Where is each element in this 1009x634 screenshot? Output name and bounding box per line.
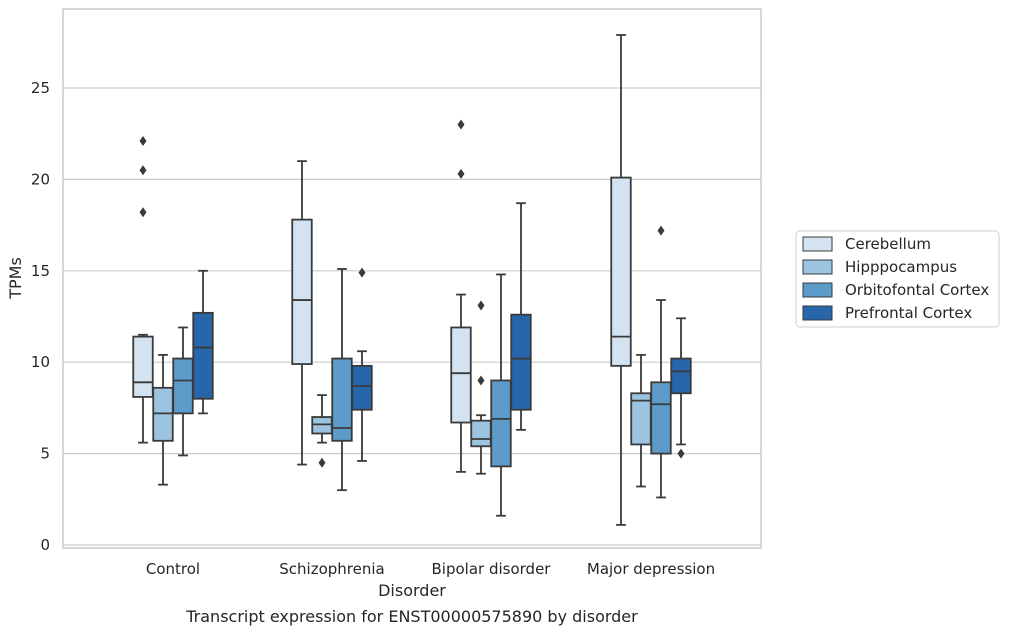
- legend-label: Prefrontal Cortex: [845, 304, 972, 322]
- box-prefrontal-cortex: [510, 202, 532, 431]
- x-tick-labels: Control Schizophrenia Bipolar disorder Majo…: [146, 560, 715, 578]
- box-iqr: [650, 381, 672, 455]
- outlier-point: [477, 300, 485, 311]
- box-iqr: [311, 416, 333, 435]
- outlier-point: [657, 225, 665, 236]
- box-iqr: [172, 357, 194, 415]
- legend-swatch: [802, 305, 833, 321]
- box-series: [132, 34, 692, 526]
- outlier-point: [139, 165, 147, 176]
- y-tick-label: 15: [31, 262, 50, 280]
- legend-label: Hipppocampus: [845, 258, 957, 276]
- box-iqr: [351, 364, 373, 411]
- box-iqr: [670, 357, 692, 395]
- box-orbitofontal-cortex: [650, 225, 672, 499]
- x-tick-label: Major depression: [587, 560, 715, 578]
- outlier-point: [139, 207, 147, 218]
- box-iqr: [510, 313, 532, 411]
- legend-frame: [795, 230, 1000, 328]
- y-tick-label: 5: [40, 445, 50, 463]
- outlier-point: [457, 168, 465, 179]
- legend: Cerebellum Hipppocampus Orbitofontal Corte…: [795, 230, 1000, 328]
- y-tick-label: 20: [31, 170, 50, 188]
- box-cerebellum: [132, 136, 154, 444]
- legend-swatch: [802, 259, 833, 275]
- box-hipppocampus: [311, 394, 333, 468]
- outlier-point: [318, 457, 326, 468]
- chart-caption: Transcript expression for ENST0000057589…: [185, 607, 638, 626]
- box-prefrontal-cortex: [670, 317, 692, 459]
- plot-area-frame: [62, 8, 762, 549]
- x-axis-label: Disorder: [378, 581, 446, 600]
- box-iqr: [152, 386, 174, 442]
- box-iqr: [291, 218, 313, 365]
- outlier-point: [457, 119, 465, 130]
- box-orbitofontal-cortex: [172, 326, 194, 457]
- x-tick-label: Schizophrenia: [279, 560, 384, 578]
- box-iqr: [470, 419, 492, 448]
- x-tick-label: Control: [146, 560, 200, 578]
- grid-lines: [63, 87, 761, 546]
- box-orbitofontal-cortex: [490, 273, 512, 517]
- y-tick-label: 10: [31, 353, 50, 371]
- box-cerebellum: [450, 119, 472, 473]
- box-hipppocampus: [152, 353, 174, 486]
- box-iqr: [450, 326, 472, 424]
- box-iqr: [192, 311, 214, 400]
- outlier-point: [477, 375, 485, 386]
- y-tick-labels: 0 5 10 15 20 25: [31, 79, 50, 554]
- box-cerebellum: [291, 160, 313, 466]
- box-hipppocampus: [630, 353, 652, 488]
- y-axis-label: TPMs: [6, 257, 25, 300]
- legend-label: Cerebellum: [845, 235, 931, 253]
- legend-label: Orbitofontal Cortex: [845, 281, 989, 299]
- box-hipppocampus: [470, 300, 492, 475]
- outlier-point: [139, 136, 147, 147]
- legend-swatch: [802, 282, 833, 298]
- box-iqr: [610, 176, 632, 367]
- box-prefrontal-cortex: [351, 267, 373, 462]
- box-orbitofontal-cortex: [331, 268, 353, 492]
- y-tick-label: 25: [31, 79, 50, 97]
- box-iqr: [132, 335, 154, 398]
- box-iqr: [490, 379, 512, 468]
- x-tick-label: Bipolar disorder: [432, 560, 552, 578]
- y-tick-label: 0: [40, 536, 50, 554]
- outlier-point: [358, 267, 366, 278]
- legend-swatch: [802, 236, 833, 252]
- box-prefrontal-cortex: [192, 269, 214, 415]
- outlier-point: [677, 448, 685, 459]
- box-cerebellum: [610, 34, 632, 526]
